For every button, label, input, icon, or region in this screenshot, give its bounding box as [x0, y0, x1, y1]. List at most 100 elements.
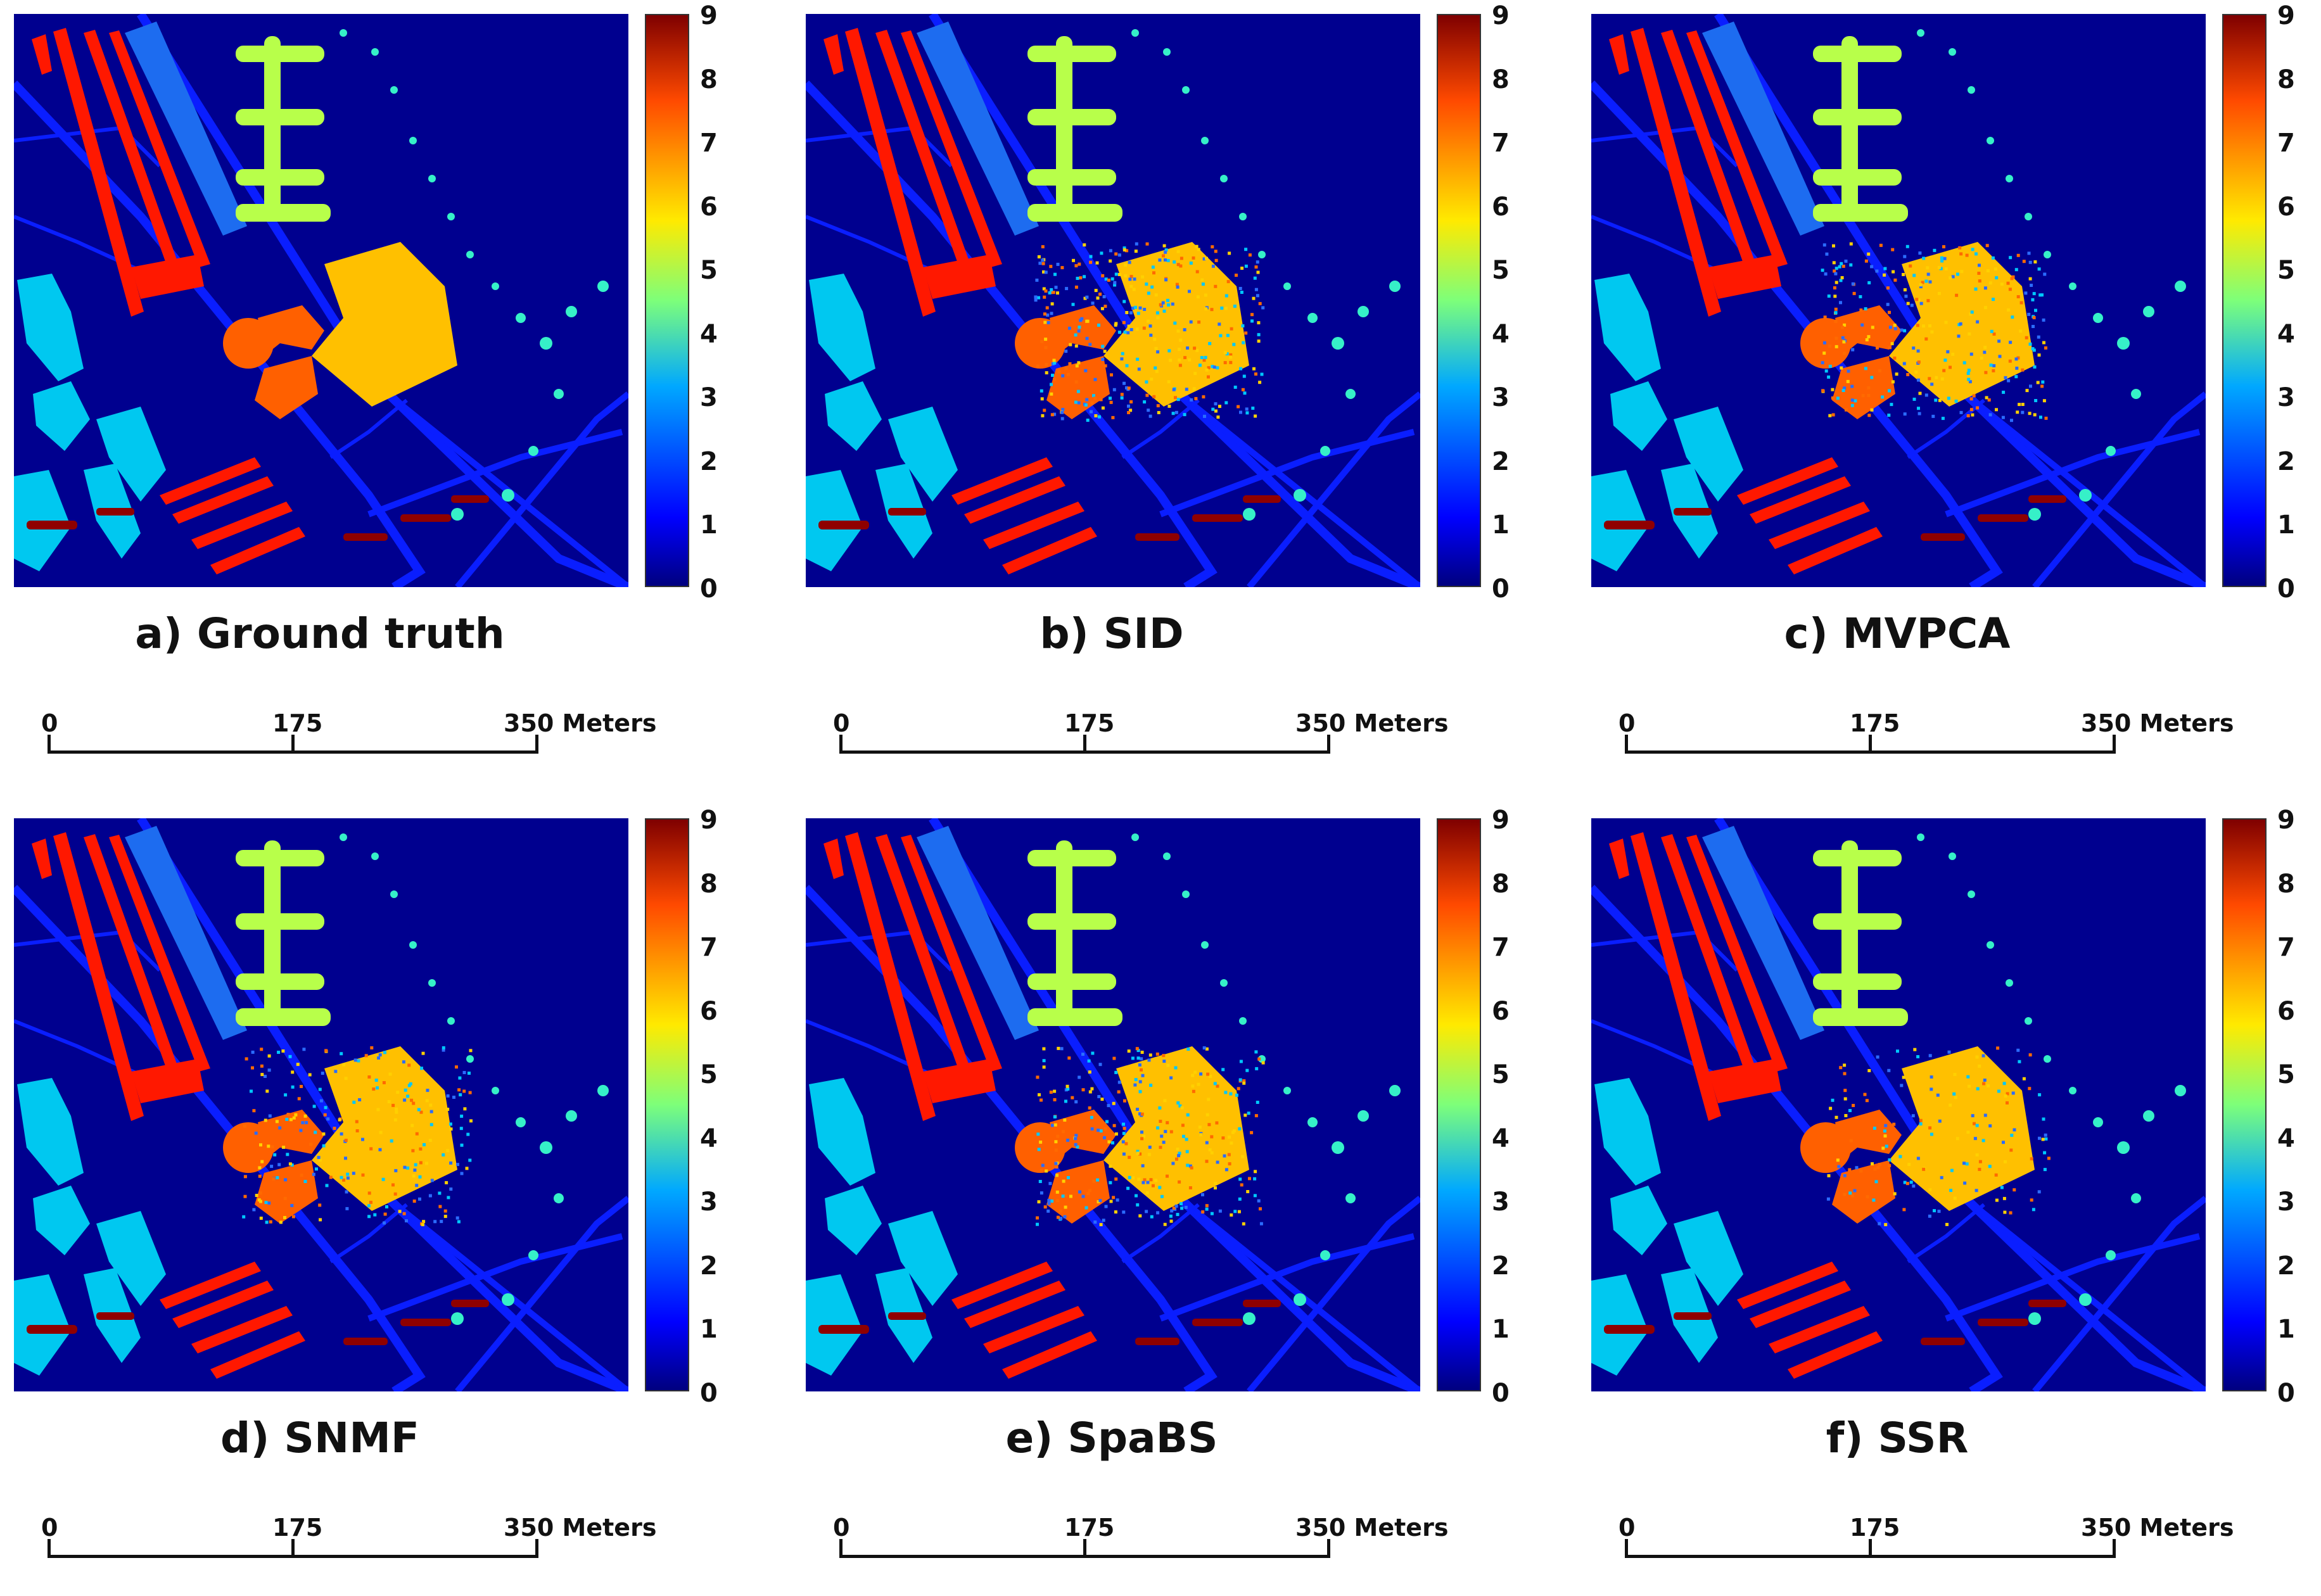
noise-pixel — [1954, 400, 1958, 403]
noise-pixel — [1037, 1148, 1041, 1151]
noise-pixel — [1938, 398, 1942, 402]
noise-pixel — [1841, 336, 1845, 339]
noise-pixel — [383, 1212, 387, 1216]
noise-pixel — [2001, 415, 2005, 419]
colorbar-tick: 7 — [1492, 933, 1510, 963]
scale-bar-label-mid: 175 — [1064, 1514, 1115, 1542]
noise-pixel — [448, 1122, 452, 1126]
noise-pixel — [1114, 252, 1118, 256]
noise-pixel — [1040, 1191, 1043, 1195]
noise-pixel — [1910, 303, 1914, 307]
noise-pixel — [1093, 1220, 1097, 1224]
noise-pixel — [1972, 394, 1976, 398]
noise-pixel — [2031, 298, 2035, 301]
noise-pixel — [1141, 275, 1145, 279]
noise-pixel — [1969, 397, 1973, 401]
noise-pixel — [1066, 372, 1070, 376]
noise-pixel — [286, 1153, 289, 1156]
noise-pixel — [1912, 274, 1916, 277]
noise-pixel — [1175, 1157, 1178, 1161]
noise-pixel — [1834, 307, 1838, 311]
noise-pixel — [1200, 278, 1204, 282]
noise-pixel — [353, 1058, 357, 1062]
noise-pixel — [1902, 273, 1905, 276]
noise-pixel — [1221, 1068, 1225, 1072]
noise-pixel — [445, 1181, 448, 1184]
noise-pixel — [1888, 346, 1892, 350]
shadow-strips — [818, 495, 1281, 541]
noise-pixel — [1038, 262, 1042, 265]
noise-pixel — [1992, 332, 1996, 336]
noise-pixel — [1207, 1123, 1211, 1127]
building-strips — [32, 832, 210, 1121]
noise-pixel — [1125, 311, 1129, 314]
noise-pixel — [1140, 1112, 1144, 1116]
noise-pixel — [1181, 1124, 1185, 1127]
noise-pixel — [1045, 1169, 1048, 1173]
noise-pixel — [1998, 355, 2002, 358]
noise-pixel — [243, 1194, 247, 1198]
noise-pixel — [1926, 299, 1930, 303]
building-strips — [823, 832, 1002, 1121]
colorbar-tick: 9 — [700, 806, 718, 835]
noise-pixel — [1098, 293, 1102, 296]
panel-caption: e) SpaBS — [1005, 1414, 1218, 1462]
noise-pixel — [1201, 1193, 1204, 1196]
noise-pixel — [258, 1191, 262, 1195]
noise-pixel — [1930, 1132, 1933, 1136]
scale-bar-label-end: 350 Meters — [1295, 1514, 1449, 1542]
noise-pixel — [385, 1205, 388, 1208]
noise-pixel — [1036, 364, 1040, 368]
noise-pixel — [1079, 319, 1083, 322]
colorbar-tick: 1 — [700, 510, 718, 540]
noise-pixel — [1143, 308, 1147, 311]
noise-pixel — [1210, 1212, 1214, 1215]
noise-pixel — [1955, 293, 1959, 297]
noise-pixel — [1867, 1069, 1871, 1072]
noise-pixel — [1141, 1164, 1145, 1168]
noise-pixel — [342, 1178, 346, 1182]
noise-pixel — [1821, 269, 1824, 272]
noise-pixel — [1043, 408, 1046, 412]
noise-pixel — [1229, 355, 1233, 359]
noise-pixel — [393, 1118, 397, 1122]
noise-pixel — [1872, 1198, 1876, 1202]
noise-pixel — [2033, 413, 2037, 417]
noise-pixel — [1928, 1188, 1932, 1192]
noise-pixel — [1178, 1104, 1182, 1108]
noise-pixel — [469, 1049, 473, 1053]
noise-pixel — [2014, 375, 2018, 379]
noise-pixel — [1129, 408, 1133, 412]
bare-soil-region — [1103, 1046, 1249, 1211]
noise-pixel — [279, 1220, 283, 1224]
noise-pixel — [1155, 1052, 1159, 1056]
noise-pixel — [1104, 277, 1108, 281]
noise-pixel — [1893, 357, 1897, 360]
noise-pixel — [1983, 286, 1987, 290]
noise-pixel — [1160, 1134, 1164, 1138]
noise-pixel — [1890, 342, 1894, 346]
noise-pixel — [1154, 346, 1158, 350]
noise-pixel — [292, 1116, 296, 1120]
noise-pixel — [1938, 1119, 1942, 1123]
noise-pixel — [1211, 407, 1215, 411]
noise-pixel — [1128, 260, 1131, 264]
noise-pixel — [1138, 1080, 1142, 1084]
painted-metal-sheets — [236, 36, 331, 222]
noise-pixel — [2009, 1148, 2013, 1152]
noise-pixel — [1044, 338, 1048, 341]
noise-pixel — [1195, 348, 1199, 352]
noise-pixel — [1180, 1206, 1184, 1210]
colorbar-tick: 9 — [1492, 1, 1510, 30]
noise-pixel — [2037, 353, 2041, 357]
noise-pixel — [1822, 341, 1826, 345]
colorbar-tick: 0 — [2277, 574, 2295, 604]
noise-pixel — [1054, 1140, 1058, 1144]
noise-pixel — [315, 1167, 318, 1171]
noise-pixel — [303, 1180, 307, 1183]
noise-pixel — [1035, 278, 1039, 282]
noise-pixel — [1209, 1075, 1212, 1079]
noise-pixel — [2018, 1060, 2021, 1063]
noise-pixel — [1848, 1191, 1852, 1195]
